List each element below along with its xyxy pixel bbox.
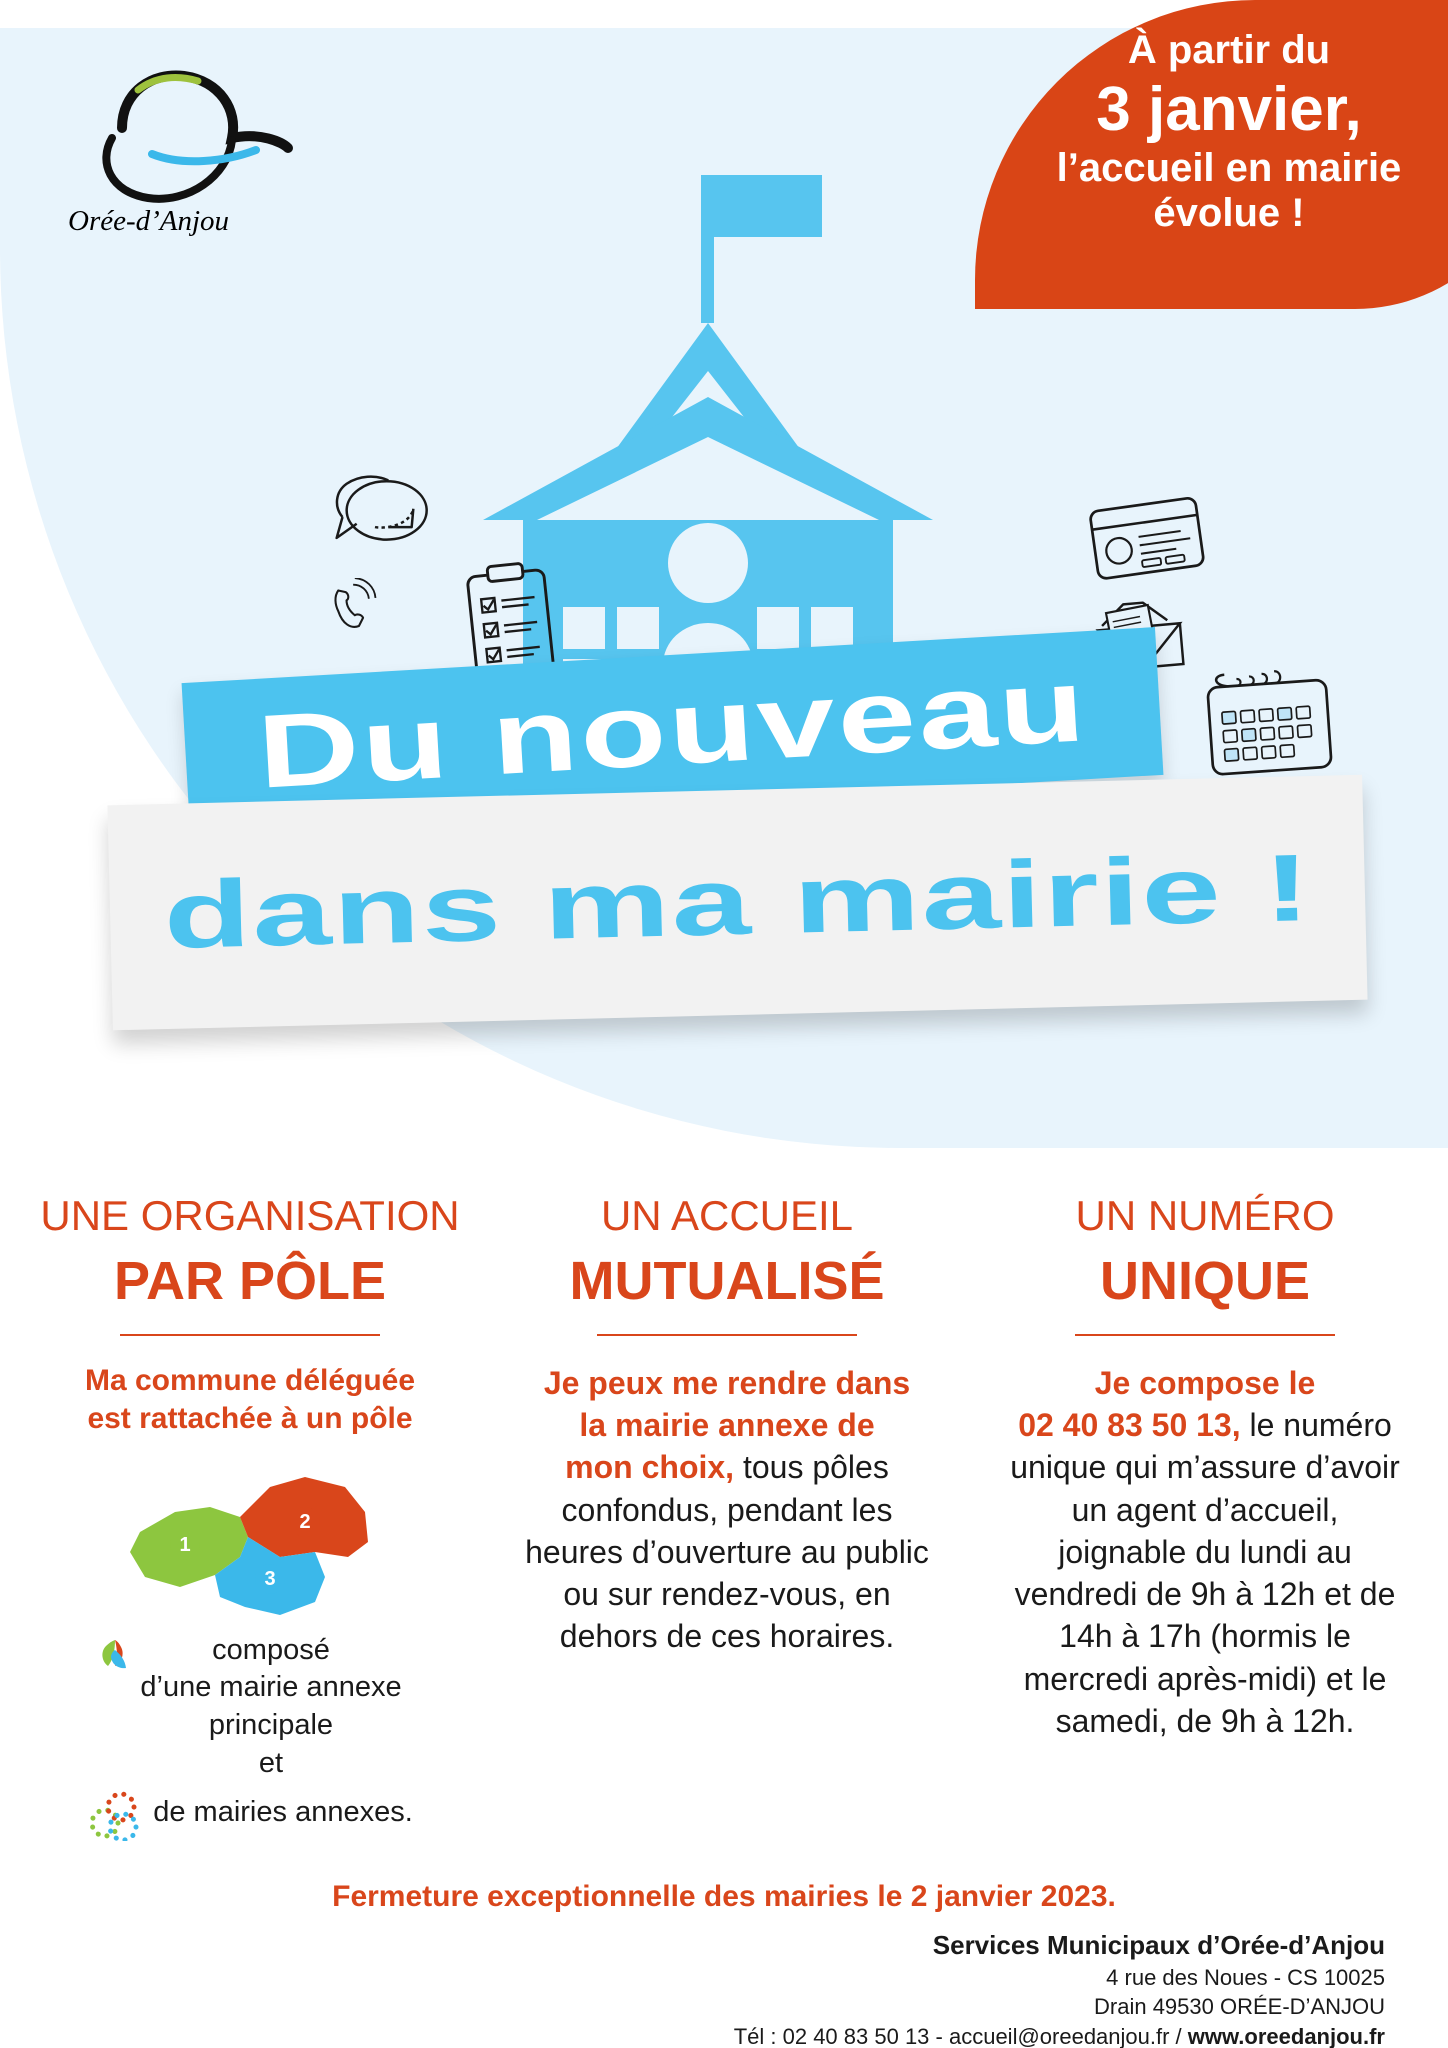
svg-text:2: 2 (299, 1511, 310, 1533)
svg-text:1: 1 (179, 1534, 190, 1556)
svg-text:3: 3 (264, 1568, 275, 1590)
